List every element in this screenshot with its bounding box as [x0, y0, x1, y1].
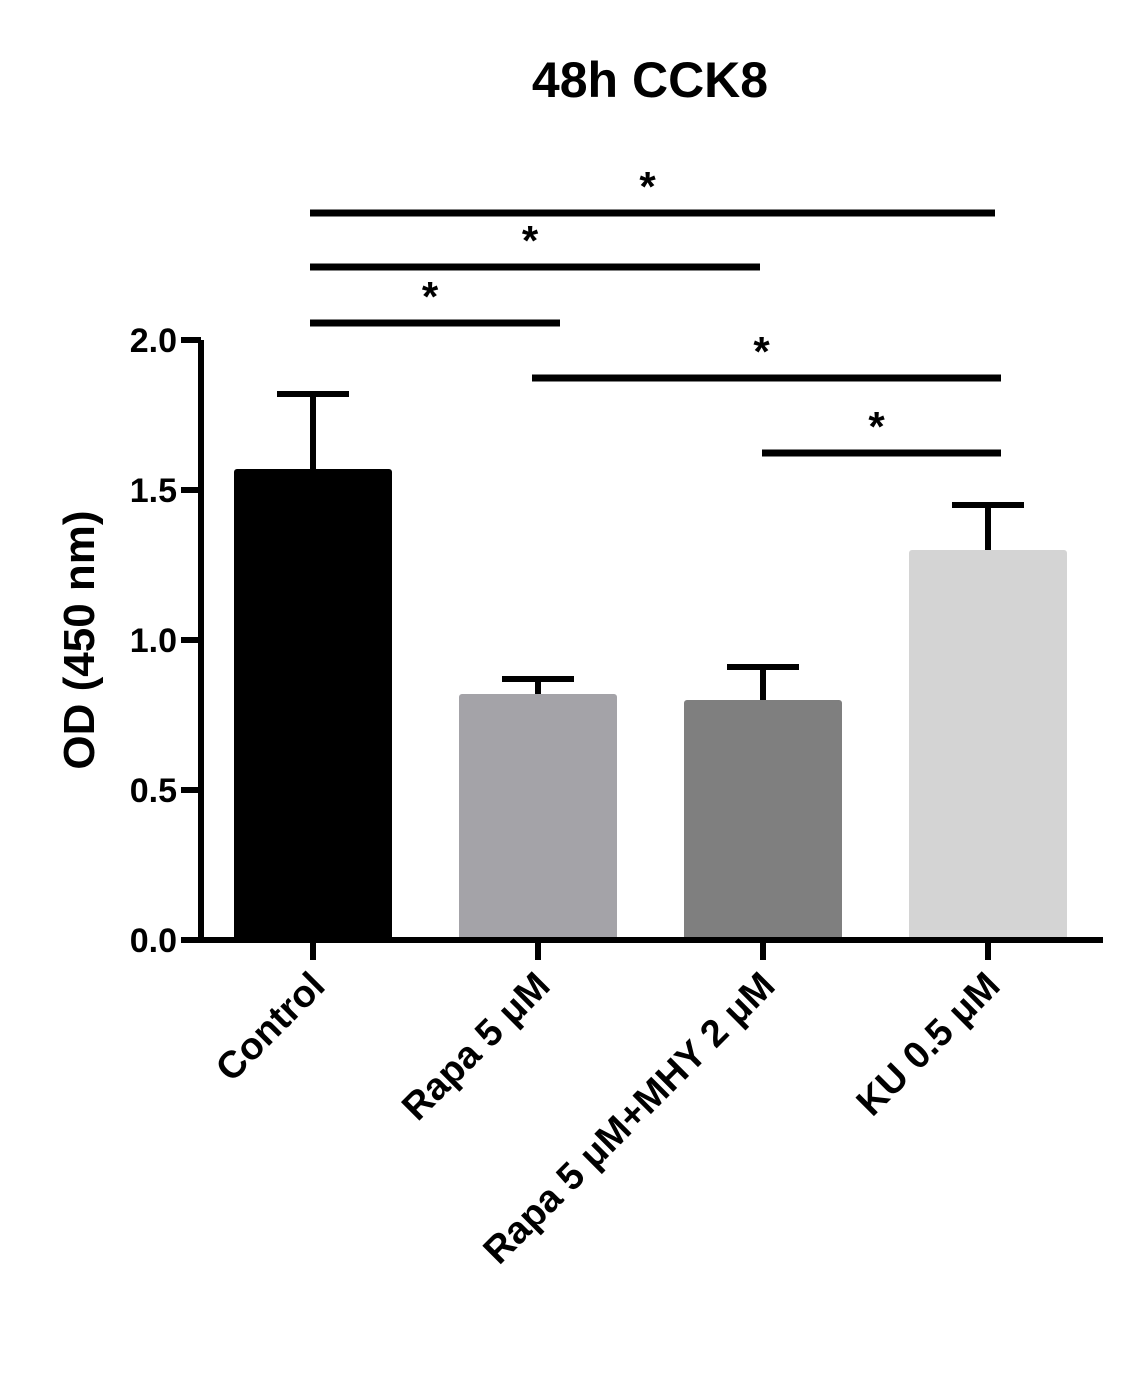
bar-0 [234, 469, 392, 940]
significance-brackets: * * * * * [310, 163, 1001, 457]
chart-title: 48h CCK8 [532, 52, 768, 108]
significance-star-2: * [639, 163, 656, 210]
y-axis-label: OD (450 nm) [55, 510, 104, 769]
significance-star-1: * [522, 217, 539, 264]
bar-2 [684, 700, 842, 940]
y-tick-label-0: 0.0 [130, 922, 177, 960]
x-tick-label-3: KU 0.5 μM [849, 965, 1009, 1125]
significance-star-3: * [753, 328, 770, 375]
y-tick-label-3: 1.5 [130, 472, 177, 510]
bar-3 [909, 550, 1067, 940]
y-tick-label-4: 2.0 [130, 322, 177, 360]
error-bars-group [277, 391, 1024, 700]
x-tick-label-1: Rapa 5 μM [394, 965, 558, 1129]
x-tick-label-0: Control [208, 965, 333, 1090]
bar-1 [459, 694, 617, 940]
y-tick-label-1: 0.5 [130, 772, 177, 810]
significance-star-0: * [422, 273, 439, 320]
significance-star-4: * [868, 403, 885, 450]
bars-group [234, 469, 1067, 940]
y-tick-label-2: 1.0 [130, 622, 177, 660]
y-axis: 0.0 0.5 1.0 1.5 2.0 [130, 322, 204, 960]
